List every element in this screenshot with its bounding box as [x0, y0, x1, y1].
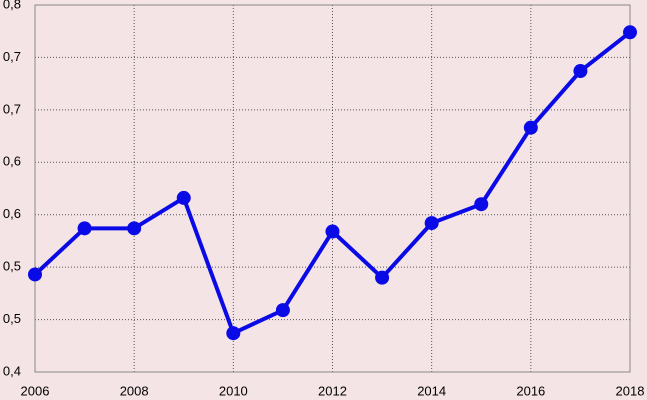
data-point	[424, 216, 439, 231]
data-point	[573, 64, 588, 79]
x-tick-label: 2008	[120, 383, 149, 398]
x-tick-label: 2018	[616, 383, 645, 398]
data-point	[77, 221, 92, 236]
data-point	[523, 120, 538, 135]
x-tick-label: 2006	[21, 383, 50, 398]
plot-frame	[34, 4, 631, 373]
data-point	[28, 267, 42, 282]
y-tick-label: 0,7	[3, 49, 21, 64]
data-point	[375, 270, 390, 285]
y-tick-label: 0,4	[3, 363, 21, 378]
x-tick-label: 2014	[417, 383, 446, 398]
y-tick-label: 0,8	[3, 0, 21, 11]
data-point	[176, 190, 191, 205]
y-tick-label: 0,6	[3, 206, 21, 221]
data-point	[127, 221, 142, 236]
y-tick-label: 0,5	[3, 311, 21, 326]
data-point	[623, 25, 637, 40]
data-point	[275, 303, 290, 318]
data-point	[474, 197, 489, 212]
y-tick-label: 0,5	[3, 259, 21, 274]
x-tick-label: 2010	[219, 383, 248, 398]
x-tick-label: 2016	[516, 383, 545, 398]
y-tick-label: 0,6	[3, 154, 21, 169]
data-point	[226, 326, 241, 341]
x-tick-label: 2012	[318, 383, 347, 398]
y-tick-label: 0,7	[3, 101, 21, 116]
data-point	[325, 224, 340, 239]
